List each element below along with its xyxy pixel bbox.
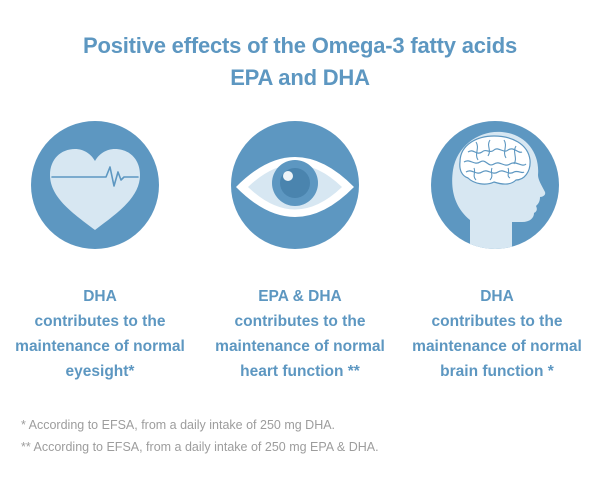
effect-nutrient: DHA <box>83 288 117 305</box>
effect-target: brain function * <box>440 363 554 380</box>
footnotes: * According to EFSA, from a daily intake… <box>21 414 379 458</box>
title-line-2: EPA and DHA <box>230 65 370 90</box>
effect-text: contributes to the <box>234 313 366 330</box>
effect-brain-function: DHA contributes to the maintenance of no… <box>397 284 597 384</box>
effect-target: eyesight* <box>65 363 135 380</box>
effect-nutrient: EPA & DHA <box>258 288 342 305</box>
effect-text: maintenance of normal <box>215 338 385 355</box>
footnote-single-asterisk: * According to EFSA, from a daily intake… <box>21 418 336 432</box>
effect-heart-function: EPA & DHA contributes to the maintenance… <box>200 284 400 384</box>
effect-eyesight: DHA contributes to the maintenance of no… <box>0 284 200 384</box>
effect-text: maintenance of normal <box>15 338 185 355</box>
page-title: Positive effects of the Omega-3 fatty ac… <box>0 30 600 94</box>
effect-text: maintenance of normal <box>412 338 582 355</box>
effect-nutrient: DHA <box>480 288 514 305</box>
title-line-1: Positive effects of the Omega-3 fatty ac… <box>83 33 517 58</box>
heart-icon <box>30 120 160 250</box>
brain-head-icon <box>430 120 560 250</box>
footnote-double-asterisk: ** According to EFSA, from a daily intak… <box>21 440 379 454</box>
effect-target: heart function ** <box>240 363 360 380</box>
effect-text: contributes to the <box>431 313 563 330</box>
effect-text: contributes to the <box>34 313 166 330</box>
eye-icon <box>230 120 360 250</box>
